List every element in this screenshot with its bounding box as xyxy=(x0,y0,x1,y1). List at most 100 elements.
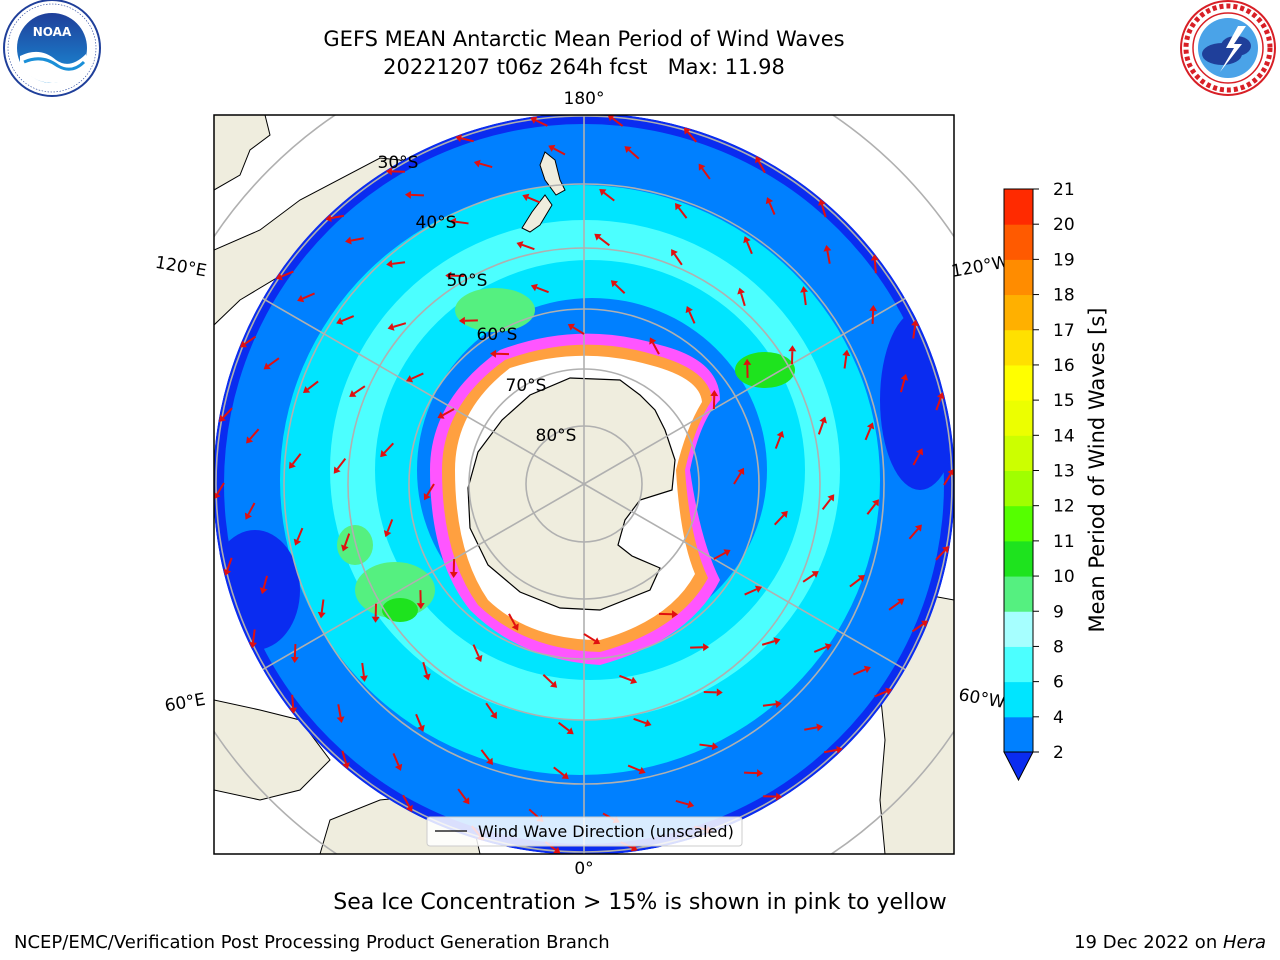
colorbar-tick-label: 16 xyxy=(1053,356,1075,376)
wind-arrow-shaft xyxy=(350,237,364,242)
wind-arrow-shaft xyxy=(821,204,827,218)
wind-arrow-head xyxy=(638,766,646,775)
colorbar-segment xyxy=(1004,540,1033,577)
wind-arrow-shaft xyxy=(757,160,766,174)
wind-arrow-shaft xyxy=(873,260,877,274)
wind-arrow-shaft xyxy=(226,557,233,571)
wind-arrow-shaft xyxy=(746,241,753,255)
map-legend: Wind Wave Direction (unscaled) xyxy=(426,816,743,847)
noaa-logo-text: NOAA xyxy=(33,25,72,39)
wind-arrow-shaft xyxy=(383,442,395,454)
wind-arrow-head xyxy=(818,198,826,206)
wind-arrow-shaft xyxy=(733,472,742,485)
wind-arrow-shaft xyxy=(480,749,491,761)
wind-arrow-shaft xyxy=(911,623,924,633)
colorbar-segment xyxy=(1004,435,1033,471)
wind-arrow-shaft xyxy=(677,207,688,219)
lat-label-80s: 80°S xyxy=(536,426,577,446)
wind-arrow-head xyxy=(630,676,638,685)
legend-label: Wind Wave Direction (unscaled) xyxy=(478,822,734,841)
colorbar-segment xyxy=(1004,470,1033,507)
wind-arrow-shaft xyxy=(422,661,428,675)
wind-arrow-head xyxy=(754,585,763,593)
wind-arrow-shaft xyxy=(222,407,233,419)
wind-arrow-shaft xyxy=(871,310,875,324)
wind-arrow-head xyxy=(743,358,752,365)
chart-title: GEFS MEAN Antarctic Mean Period of Wind … xyxy=(323,27,845,51)
colorbar-tick-label: 10 xyxy=(1053,567,1075,587)
wind-arrow-shaft xyxy=(320,599,325,613)
wind-arrow-shaft xyxy=(817,421,825,435)
footer-date: 19 Dec 2022 on Hera xyxy=(1074,932,1266,953)
wind-arrow-head xyxy=(885,687,893,696)
wind-arrow-head xyxy=(773,637,781,645)
wind-arrow-shaft xyxy=(341,750,347,764)
map-panel xyxy=(214,115,954,854)
wind-arrow-shaft xyxy=(821,498,832,510)
wind-arrow-head xyxy=(386,259,393,268)
wind-arrow-head xyxy=(223,568,232,576)
wind-arrow-head xyxy=(405,375,414,383)
wind-arrow-head xyxy=(333,466,341,474)
wind-arrow-shaft xyxy=(762,703,777,707)
wind-arrow-shaft xyxy=(536,286,549,294)
colorbar: 2 4 6 8 9 10 11 12 13 14 15 16 17 18 19 20 21 xyxy=(1003,180,1075,782)
wind-arrow-head xyxy=(788,345,797,352)
wind-arrow-shaft xyxy=(426,483,435,496)
wind-arrow-shaft xyxy=(888,601,901,611)
wind-arrow-head xyxy=(743,236,751,244)
wind-arrow-head xyxy=(819,416,827,424)
wind-arrow-head xyxy=(827,494,835,502)
wind-arrow-shaft xyxy=(216,482,225,495)
wind-arrow-head xyxy=(630,844,638,852)
colorbar-tick-label: 19 xyxy=(1053,250,1075,270)
wind-arrow-shaft xyxy=(864,427,872,441)
wind-arrow-head xyxy=(561,772,569,779)
wind-arrow-head xyxy=(486,757,493,765)
wind-arrow-shaft xyxy=(508,613,517,626)
wind-arrow-shaft xyxy=(244,335,257,345)
wind-arrow-shaft xyxy=(479,162,493,168)
wind-arrow-head xyxy=(866,422,875,430)
lon-label-0: 0° xyxy=(574,859,593,879)
wind-arrow-head xyxy=(244,512,252,520)
footer-date-text: 19 Dec 2022 on xyxy=(1074,932,1223,953)
wind-arrow-shaft xyxy=(249,428,260,440)
wind-arrow-shaft xyxy=(291,453,302,465)
wind-arrow-shaft xyxy=(866,503,877,515)
colorbar-tick-label: 18 xyxy=(1053,286,1075,306)
wind-arrow-head xyxy=(383,530,392,538)
wind-arrow-head xyxy=(594,233,602,241)
colorbar-tick-label: 20 xyxy=(1053,215,1075,235)
wind-arrow-head xyxy=(824,643,832,651)
wind-arrow-head xyxy=(780,510,788,518)
wind-arrow-head xyxy=(530,283,538,292)
wind-arrow-head xyxy=(897,598,905,606)
wind-arrow-shaft xyxy=(761,640,775,646)
colorbar-tick-label: 13 xyxy=(1053,462,1075,482)
colorbar-segment xyxy=(1004,224,1033,260)
wind-arrow-shaft xyxy=(701,167,711,180)
colorbar-tick-label: 12 xyxy=(1053,497,1075,517)
wind-arrow-shaft xyxy=(251,629,256,643)
wind-arrow-head xyxy=(710,390,719,397)
wind-arrow-shaft xyxy=(813,646,827,653)
wind-arrow-head xyxy=(869,304,878,312)
wind-arrow-shaft xyxy=(247,502,256,515)
wind-arrow-shaft xyxy=(391,261,406,265)
wind-arrow-head xyxy=(462,797,470,805)
wind-arrows xyxy=(214,115,954,854)
wind-arrow-head xyxy=(920,620,929,628)
wind-arrow-shaft xyxy=(628,149,640,160)
wind-arrow-head xyxy=(289,461,296,469)
wind-arrow-head xyxy=(385,167,392,176)
wind-arrow-shaft xyxy=(675,800,689,806)
wind-arrow-head xyxy=(872,499,879,507)
wind-arrow-head xyxy=(765,197,774,205)
wind-arrow-shaft xyxy=(343,533,351,547)
wind-arrow-head xyxy=(259,587,268,595)
wind-arrow-shaft xyxy=(307,380,319,391)
wind-arrow-shaft xyxy=(337,704,342,718)
wind-arrow-head xyxy=(437,411,445,419)
